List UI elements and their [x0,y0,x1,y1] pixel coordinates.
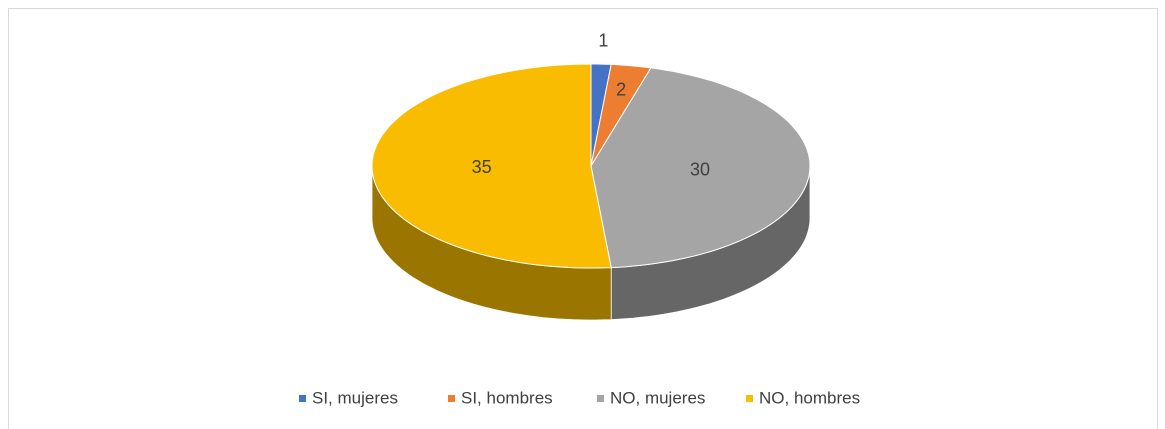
legend-swatch [597,395,604,402]
pie-slice [590,67,811,269]
pie-slice [371,63,612,269]
legend-label: SI, mujeres [312,388,398,407]
legend-label: NO, hombres [759,388,860,407]
legend-swatch [746,395,753,402]
legend-swatch [448,395,455,402]
legend-label: SI, hombres [461,388,553,407]
data-label: 30 [690,159,710,179]
data-label: 35 [472,157,492,177]
legend-swatch [299,395,306,402]
data-label: 2 [616,80,626,100]
legend-label: NO, mujeres [610,388,705,407]
data-label: 1 [598,30,608,50]
